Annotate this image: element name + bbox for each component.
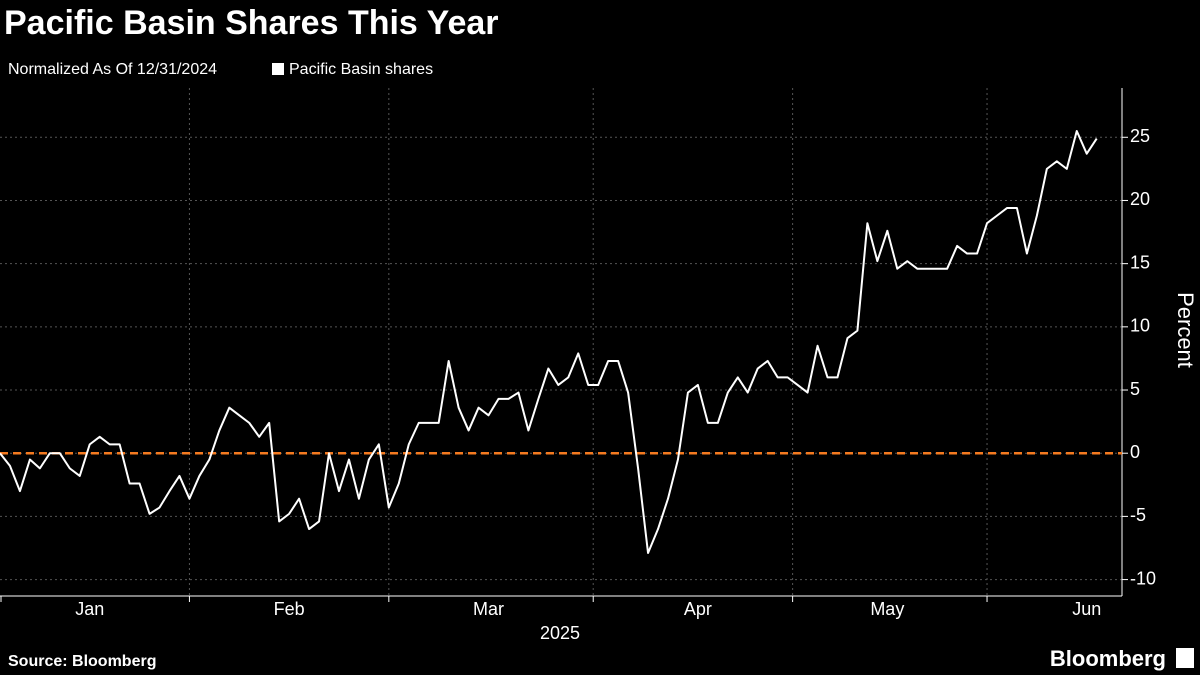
- y-tick-label: 10: [1130, 316, 1150, 336]
- y-tick-label: -10: [1130, 568, 1156, 588]
- y-tick-label: 15: [1130, 252, 1150, 272]
- x-tick-label: May: [870, 599, 904, 619]
- x-tick-label: Mar: [473, 599, 504, 619]
- y-tick-label: 20: [1130, 189, 1150, 209]
- x-tick-label: Apr: [684, 599, 712, 619]
- x-tick-label: Jan: [75, 599, 104, 619]
- x-tick-label: Feb: [274, 599, 305, 619]
- y-axis-label: Percent: [1173, 292, 1198, 368]
- source: Source: Bloomberg: [8, 653, 156, 670]
- legend-swatch: [272, 63, 284, 75]
- chart-subtitle: Normalized As Of 12/31/2024: [8, 61, 217, 78]
- brand: Bloomberg: [1050, 646, 1166, 671]
- y-tick-label: 5: [1130, 379, 1140, 399]
- y-tick-label: -5: [1130, 505, 1146, 525]
- x-axis-label: 2025: [540, 623, 580, 643]
- data-line: [0, 129, 1098, 555]
- y-tick-label: 25: [1130, 126, 1150, 146]
- y-tick-label: 0: [1130, 442, 1140, 462]
- legend-label: Pacific Basin shares: [289, 61, 433, 78]
- chart-title: Pacific Basin Shares This Year: [4, 4, 499, 42]
- x-tick-label: Jun: [1072, 599, 1101, 619]
- brand-icon: [1176, 648, 1194, 668]
